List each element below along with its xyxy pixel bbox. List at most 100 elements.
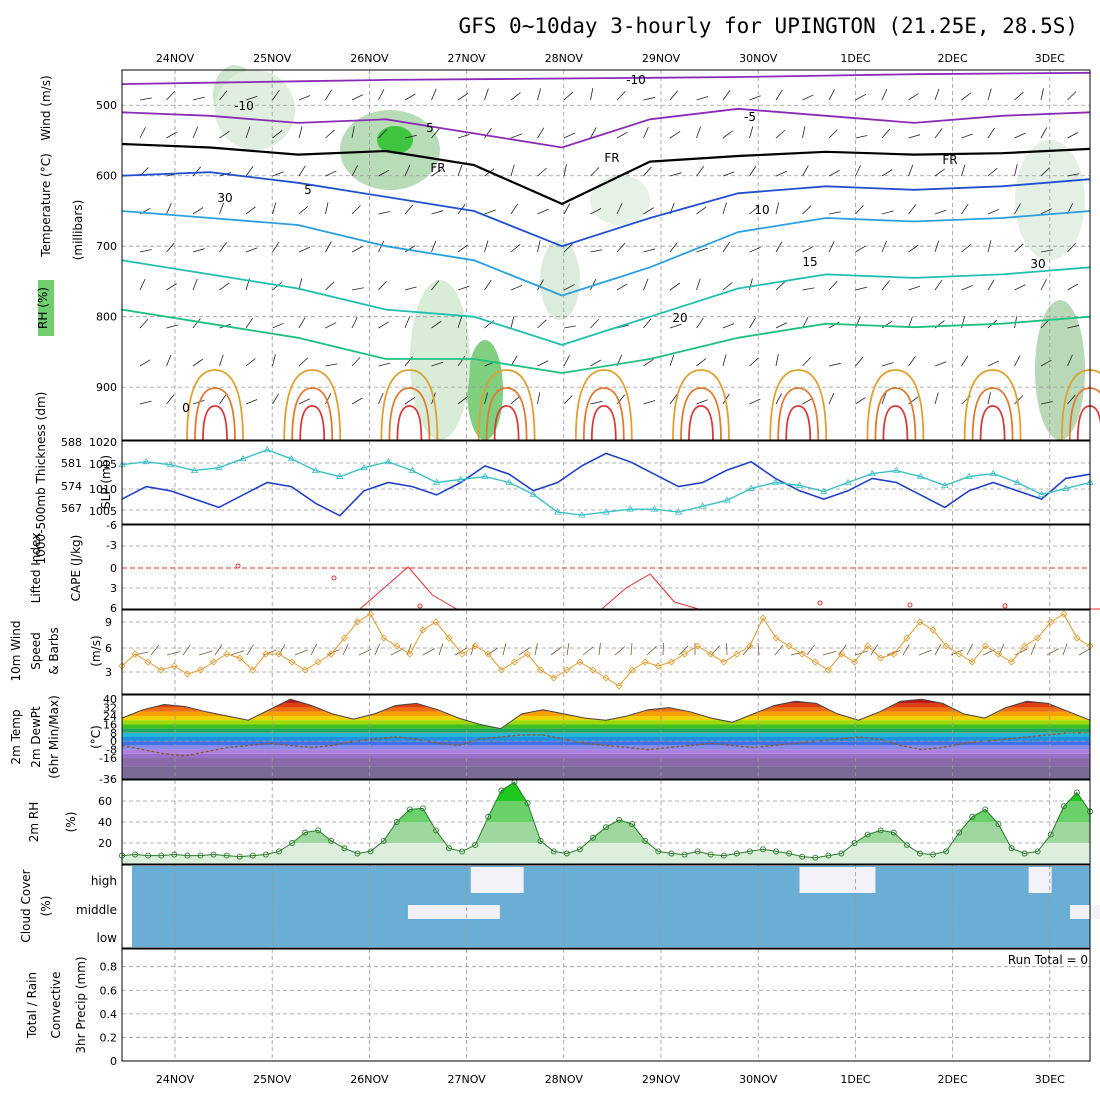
wind-barb-10m [358, 648, 372, 656]
wind-barb [855, 135, 868, 139]
temp-band [122, 720, 1090, 725]
wind-barb [378, 280, 387, 291]
wind-barb [298, 317, 306, 329]
wind-barb [855, 286, 868, 291]
temp-tick-label: 8 [110, 727, 117, 740]
wind-barb [987, 208, 1000, 215]
wind-speed-point [196, 666, 205, 674]
wind-barb [510, 284, 523, 291]
wind-barb [669, 90, 679, 101]
slp-tick-label: 1015 [89, 458, 117, 471]
wind-barb [192, 207, 204, 215]
wind-barb [643, 278, 649, 291]
rh-point [851, 840, 858, 846]
thickness-point [747, 484, 755, 491]
wind-barb [934, 209, 947, 215]
wind-speed-point [497, 666, 505, 674]
wind-barb-10m [870, 644, 879, 656]
temperature-contour [485, 387, 528, 441]
wind-barb [537, 360, 549, 367]
rh-point [864, 831, 871, 838]
wind-speed-point [170, 662, 178, 670]
cloud-high-block [500, 867, 524, 893]
thickness-point [650, 505, 659, 512]
wind-speed-point [680, 650, 689, 658]
thickness-point [844, 478, 852, 485]
wind-barb [1014, 132, 1026, 139]
wind-barb-10m [598, 643, 601, 656]
wind-barb [828, 280, 838, 291]
wind-speed-point [615, 682, 623, 690]
contour-label: FR [942, 153, 957, 167]
wind-barb [219, 242, 228, 253]
wind-barb [828, 362, 841, 367]
wind-speed-point [419, 626, 427, 634]
rh-point [550, 848, 557, 855]
wind-barb [139, 400, 152, 405]
rh-shading [377, 126, 413, 154]
temperature-contour [574, 369, 633, 441]
precip-axis-label: 3hr Precip (mm) [74, 956, 88, 1053]
wind-speed-point [210, 658, 218, 666]
thickness-point [287, 455, 296, 462]
wind-barb [590, 127, 597, 139]
slp-tick-label: 1005 [89, 505, 117, 518]
rh-point [210, 851, 217, 858]
cloud-middle-block [1070, 905, 1100, 919]
wind-barb [166, 202, 172, 215]
wind-barb [749, 205, 759, 215]
wind-barb-10m [838, 644, 847, 656]
temperature-contour [769, 369, 828, 441]
wind-speed-point [628, 666, 636, 674]
thickness-point [699, 502, 707, 509]
slp-tick-label: 1020 [89, 436, 117, 449]
temperature-contour [121, 107, 1091, 149]
temperature-contour [380, 369, 439, 441]
wind-speed-point [772, 634, 780, 642]
precip-frame [121, 948, 1091, 1062]
rh-point [576, 846, 583, 853]
lifted-index-point [331, 575, 337, 581]
wind-barb [722, 90, 731, 101]
wind-barb [961, 316, 965, 329]
wind-barb [1040, 249, 1053, 253]
thickness-point [965, 472, 973, 479]
cloud-high-block [829, 867, 876, 893]
x-tick-label-bottom: 3DEC [1035, 1073, 1065, 1086]
legend-rh: RH (%) [36, 287, 50, 329]
wind-barb [325, 393, 332, 405]
x-tick-label-bottom: 29NOV [642, 1073, 681, 1086]
wind-barb [881, 280, 890, 291]
lifted-index-point [1002, 603, 1008, 609]
wind-axis-label-2: Speed [29, 632, 43, 670]
wind-barb [881, 88, 888, 101]
wind-barb [616, 394, 626, 405]
x-tick-label-bottom: 24NOV [156, 1073, 195, 1086]
thickness-point [941, 481, 949, 488]
wind-barb [139, 318, 149, 329]
wind-barb [934, 240, 940, 253]
wind-barb [961, 92, 972, 101]
wind-speed-point [733, 650, 741, 658]
thickness-point [626, 505, 634, 512]
wind-speed-point [916, 618, 924, 626]
cloud-background [132, 866, 1090, 947]
wind-barb [245, 206, 256, 215]
contour-label: 5 [426, 121, 434, 135]
legend-total-rain: Total / Rain [25, 972, 39, 1039]
wind-barb [245, 399, 258, 405]
temperature-contour [874, 387, 917, 441]
slp-frame [121, 440, 1091, 525]
rh-legend-swatch [38, 280, 54, 336]
wind-barb [457, 92, 469, 101]
li-axis-label: Lifted Index [29, 533, 43, 604]
wind-barb [908, 356, 916, 367]
wind-speed-point [746, 642, 754, 650]
wind-barb [404, 134, 417, 139]
wind-barb [696, 166, 705, 177]
wind-barb [775, 129, 786, 139]
wind-barb [590, 208, 602, 215]
lifted-index-point [235, 563, 241, 569]
wind-barb [855, 356, 864, 367]
rh-point [825, 852, 832, 859]
